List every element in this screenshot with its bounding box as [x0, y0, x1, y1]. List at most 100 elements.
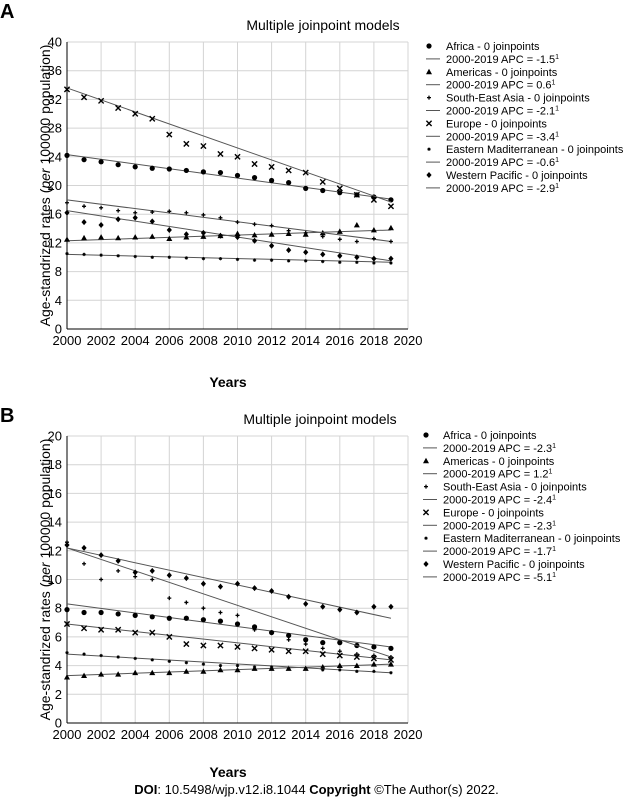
legend-superscript: 1 — [555, 131, 559, 138]
data-point — [355, 260, 359, 264]
data-point — [80, 94, 88, 101]
data-point — [166, 235, 173, 241]
series-triangle — [64, 661, 394, 680]
y-tick-label: 36 — [48, 63, 62, 78]
chart-panel-a: A Multiple joinpoint models 0 4 8 12 16 20 24 28 3… — [0, 1, 624, 390]
data-point — [234, 643, 241, 651]
data-point — [286, 247, 292, 254]
data-point — [132, 612, 138, 618]
data-point — [251, 645, 258, 652]
trend-line — [66, 653, 391, 674]
data-point — [234, 153, 241, 160]
legend-superscript: 1 — [552, 546, 556, 553]
data-point — [320, 640, 326, 646]
data-point — [371, 653, 376, 658]
data-point — [319, 664, 326, 670]
data-point — [286, 228, 291, 233]
data-point — [64, 542, 70, 549]
y-axis-label-italic: per — [37, 561, 53, 584]
data-point — [337, 237, 342, 242]
data-point — [320, 646, 325, 651]
data-point — [303, 249, 309, 256]
legend-superscript: 1 — [555, 157, 559, 164]
data-point — [269, 242, 275, 249]
data-point — [217, 618, 224, 624]
data-point — [82, 204, 87, 209]
series-star — [65, 650, 393, 675]
y-tick-label: 32 — [48, 92, 62, 107]
data-point — [64, 674, 70, 680]
data-point — [371, 603, 377, 610]
data-point — [133, 210, 138, 215]
legend-label: Africa - 0 joinpoints — [446, 41, 540, 53]
y-tick-label: 20 — [48, 178, 62, 193]
y-tick-label: 28 — [48, 121, 62, 136]
x-tick-label: 2020 — [394, 333, 423, 348]
data-point — [234, 621, 241, 627]
data-point — [304, 666, 308, 671]
data-point — [63, 620, 71, 628]
data-point — [98, 552, 104, 559]
data-point — [217, 169, 224, 176]
data-point — [115, 234, 122, 241]
data-point — [371, 644, 377, 650]
legend-superscript: 1 — [552, 572, 556, 579]
data-point — [269, 665, 274, 669]
data-point — [183, 615, 189, 621]
data-point — [389, 261, 393, 265]
data-point — [387, 224, 394, 231]
data-point — [81, 544, 87, 551]
y-axis-label-suffix: 100000 population) — [37, 45, 53, 169]
legend-trend-label: 2000-2019 APC = -0.61 — [446, 157, 559, 169]
data-point — [268, 646, 275, 653]
y-tick-label: 16 — [48, 207, 62, 222]
legend-label: Africa - 0 joinpoints — [443, 430, 537, 442]
legend-superscript: 1 — [555, 106, 559, 113]
data-point — [132, 629, 139, 636]
trend-line — [66, 210, 392, 262]
series-diamond — [64, 542, 394, 619]
data-point — [115, 671, 122, 677]
data-point — [286, 180, 292, 186]
data-point — [354, 239, 359, 244]
data-point — [320, 603, 326, 610]
data-point — [268, 231, 275, 237]
legend-trend-label: 2000-2019 APC = -2.11 — [446, 106, 559, 118]
data-point — [183, 668, 190, 674]
data-point — [150, 658, 154, 662]
x-tick-label: 2014 — [291, 333, 320, 348]
trend-line — [66, 253, 391, 263]
data-point — [285, 230, 292, 236]
data-point — [286, 593, 292, 600]
data-point — [132, 569, 138, 576]
data-point — [269, 258, 274, 262]
data-point — [286, 632, 292, 639]
data-point — [251, 585, 258, 592]
data-point — [63, 86, 71, 93]
y-tick-label: 8 — [55, 601, 62, 616]
legend-label: Western Pacific - 0 joinpoints — [443, 559, 585, 571]
data-point — [115, 557, 121, 564]
data-point — [132, 234, 139, 240]
legend-label: Europe - 0 joinpoints — [446, 118, 547, 130]
y-tick-label: 14 — [48, 515, 62, 530]
data-point — [149, 614, 155, 620]
x-tick-label: 2004 — [121, 333, 150, 348]
data-point — [234, 172, 241, 179]
x-tick-label: 2016 — [325, 727, 354, 742]
data-point — [320, 187, 326, 194]
data-point — [201, 212, 206, 217]
data-point — [183, 167, 189, 174]
data-point — [99, 205, 104, 210]
y-tick-label: 12 — [48, 543, 62, 558]
trend-line — [66, 87, 392, 203]
data-point — [64, 607, 70, 613]
x-tick-label: 2002 — [87, 333, 116, 348]
data-point — [115, 104, 122, 112]
data-point — [166, 166, 172, 172]
legend-label: South-East Asia - 0 joinpoints — [443, 482, 587, 494]
trend-line — [66, 547, 392, 658]
